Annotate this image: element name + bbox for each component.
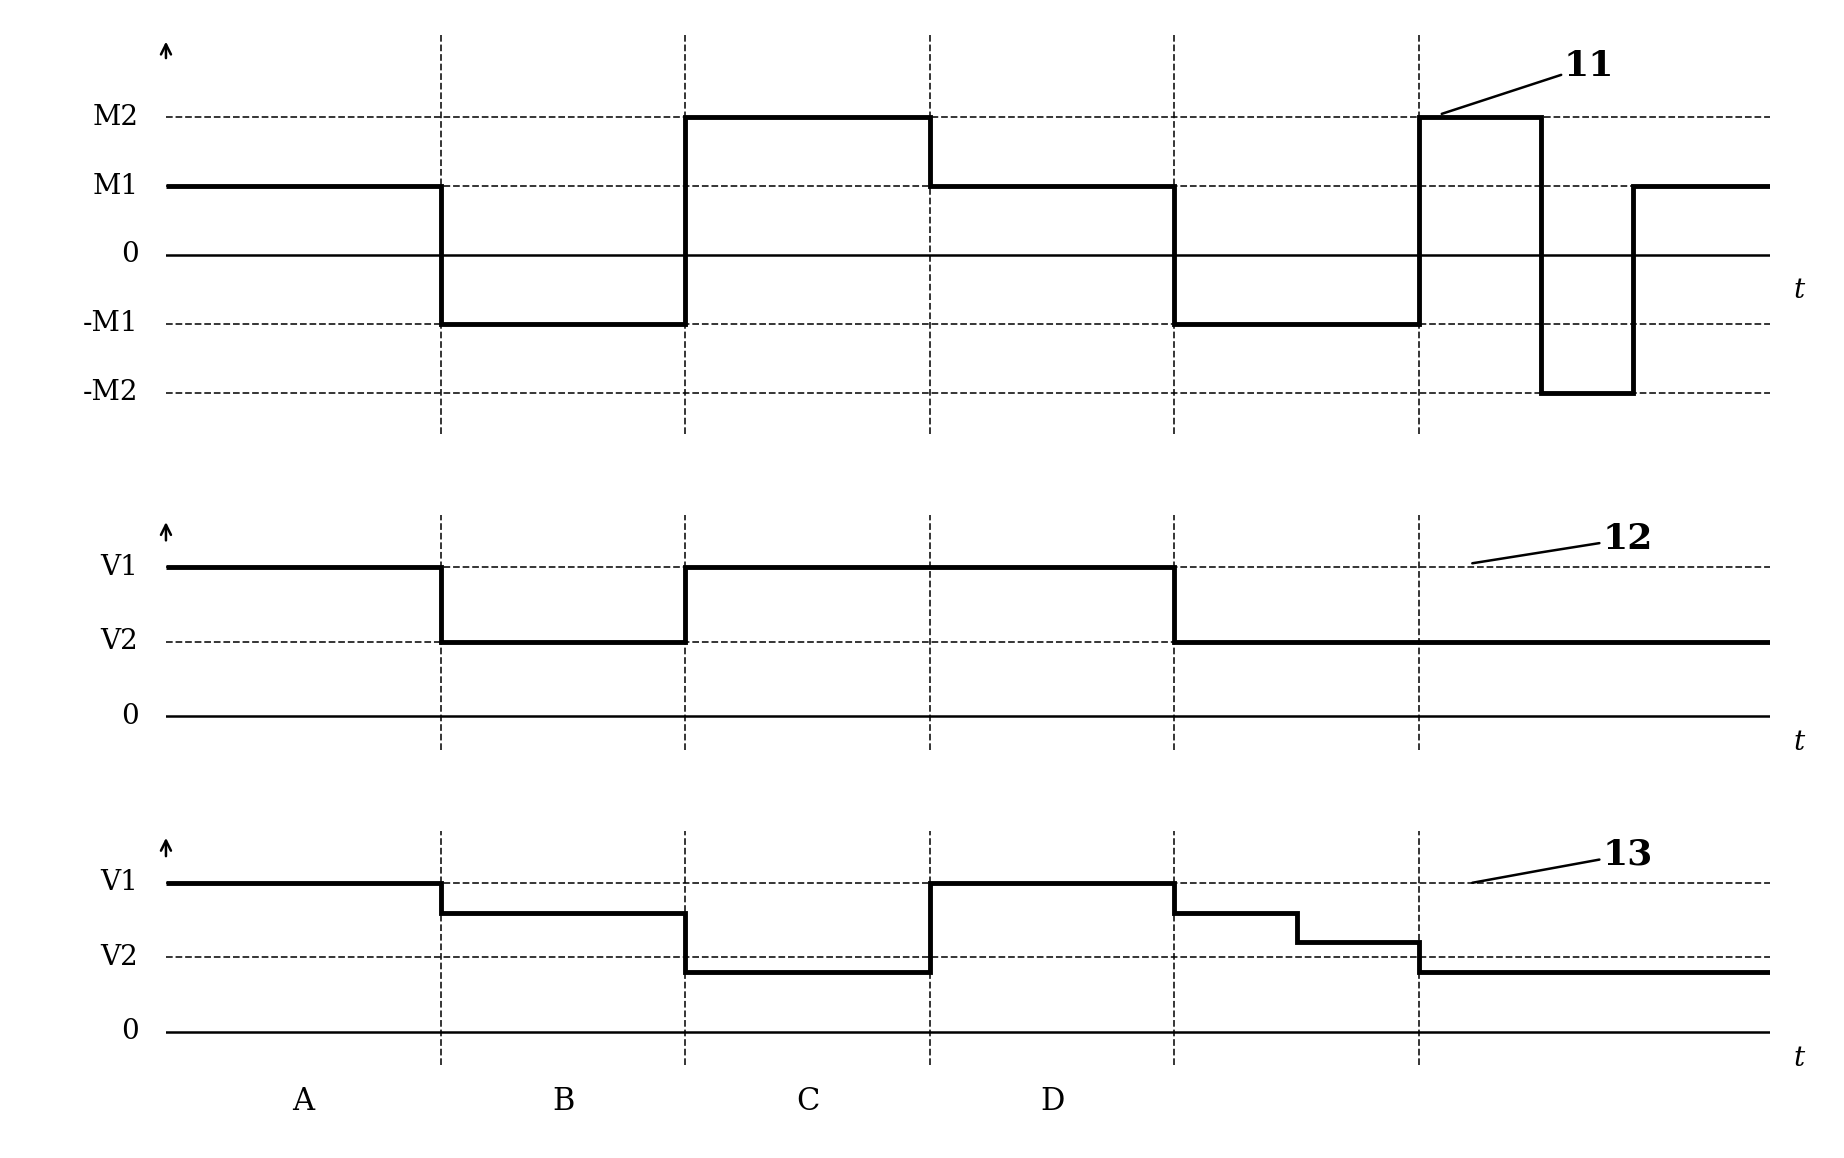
Text: A: A	[293, 1086, 315, 1117]
Text: V1: V1	[101, 554, 138, 580]
Text: D: D	[1040, 1086, 1064, 1117]
Text: C: C	[797, 1086, 819, 1117]
Text: -M2: -M2	[83, 379, 138, 406]
Text: M2: M2	[92, 104, 138, 131]
Text: -M1: -M1	[83, 310, 138, 337]
Text: 13: 13	[1472, 837, 1652, 882]
Text: 0: 0	[120, 703, 138, 730]
Text: 11: 11	[1442, 49, 1615, 113]
Text: 0: 0	[120, 1018, 138, 1046]
Text: V2: V2	[101, 944, 138, 970]
Text: t: t	[1792, 728, 1803, 756]
Text: M1: M1	[92, 173, 138, 199]
Text: B: B	[551, 1086, 573, 1117]
Text: 0: 0	[120, 241, 138, 269]
Text: V1: V1	[101, 870, 138, 896]
Text: V2: V2	[101, 628, 138, 655]
Text: 12: 12	[1472, 522, 1652, 563]
Text: t: t	[1792, 277, 1803, 303]
Text: t: t	[1792, 1045, 1803, 1072]
